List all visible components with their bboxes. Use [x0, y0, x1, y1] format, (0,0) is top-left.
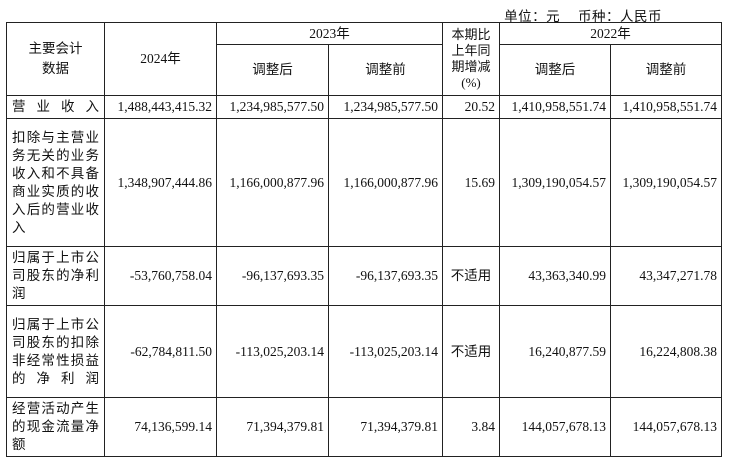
table-row: 经营活动产生的现金流量净额 74,136,599.14 71,394,379.8… [6, 397, 722, 457]
cell-2022-before: 1,410,958,551.74 [610, 95, 722, 119]
currency-label: 币种：人民币 [578, 9, 662, 24]
row-label: 扣除与主营业务无关的业务收入和不具备商业实质的收入后的营业收入 [6, 118, 105, 247]
cell-2023-before: 1,166,000,877.96 [328, 118, 443, 247]
cell-2023-before: 1,234,985,577.50 [328, 95, 443, 119]
cell-2022-before: 1,309,190,054.57 [610, 118, 722, 247]
cell-2024: 74,136,599.14 [104, 397, 217, 457]
unit-line: 单位：元 币种：人民币 [490, 5, 662, 25]
cell-2023-before: 71,394,379.81 [328, 397, 443, 457]
cell-2022-before: 16,224,808.38 [610, 305, 722, 398]
header-change-pct: 本期比上年同期增减(%) [442, 22, 500, 96]
cell-2023-after: -113,025,203.14 [216, 305, 329, 398]
row-label: 经营活动产生的现金流量净额 [6, 397, 105, 457]
cell-2023-before: -113,025,203.14 [328, 305, 443, 398]
row-label: 归属于上市公司股东的扣除非经常性损益的净利润 [6, 305, 105, 398]
cell-2022-before: 43,347,271.78 [610, 246, 722, 306]
financial-data-table: 主要会计数据 2024年 2023年 本期比上年同期增减(%) 2022年 调整… [6, 22, 722, 457]
cell-2023-after: 1,234,985,577.50 [216, 95, 329, 119]
header-2023-adjusted-before: 调整前 [328, 44, 443, 96]
header-accounting-data: 主要会计数据 [6, 22, 105, 96]
cell-2022-before: 144,057,678.13 [610, 397, 722, 457]
cell-2024: -53,760,758.04 [104, 246, 217, 306]
cell-2024: -62,784,811.50 [104, 305, 217, 398]
cell-change: 3.84 [442, 397, 500, 457]
cell-2022-after: 16,240,877.59 [499, 305, 611, 398]
cell-change: 20.52 [442, 95, 500, 119]
cell-2023-before: -96,137,693.35 [328, 246, 443, 306]
cell-2022-after: 43,363,340.99 [499, 246, 611, 306]
table-row: 营业收入 1,488,443,415.32 1,234,985,577.50 1… [6, 95, 722, 119]
cell-2022-after: 144,057,678.13 [499, 397, 611, 457]
header-2023-adjusted-after: 调整后 [216, 44, 329, 96]
unit-label: 单位：元 [504, 9, 561, 24]
cell-2024: 1,488,443,415.32 [104, 95, 217, 119]
cell-change: 15.69 [442, 118, 500, 247]
header-2022-group: 2022年 [499, 22, 722, 45]
header-2022-adjusted-after: 调整后 [499, 44, 611, 96]
cell-2023-after: 71,394,379.81 [216, 397, 329, 457]
row-label: 归属于上市公司股东的净利润 [6, 246, 105, 306]
header-2023-group: 2023年 [216, 22, 443, 45]
cell-change: 不适用 [442, 246, 500, 306]
cell-2023-after: -96,137,693.35 [216, 246, 329, 306]
cell-change: 不适用 [442, 305, 500, 398]
cell-2024: 1,348,907,444.86 [104, 118, 217, 247]
header-2024: 2024年 [104, 22, 217, 96]
table-row: 归属于上市公司股东的净利润 -53,760,758.04 -96,137,693… [6, 246, 722, 306]
row-label: 营业收入 [6, 95, 105, 119]
table-row: 扣除与主营业务无关的业务收入和不具备商业实质的收入后的营业收入 1,348,90… [6, 118, 722, 247]
cell-2023-after: 1,166,000,877.96 [216, 118, 329, 247]
table-row: 归属于上市公司股东的扣除非经常性损益的净利润 -62,784,811.50 -1… [6, 305, 722, 398]
cell-2022-after: 1,309,190,054.57 [499, 118, 611, 247]
header-2022-adjusted-before: 调整前 [610, 44, 722, 96]
cell-2022-after: 1,410,958,551.74 [499, 95, 611, 119]
